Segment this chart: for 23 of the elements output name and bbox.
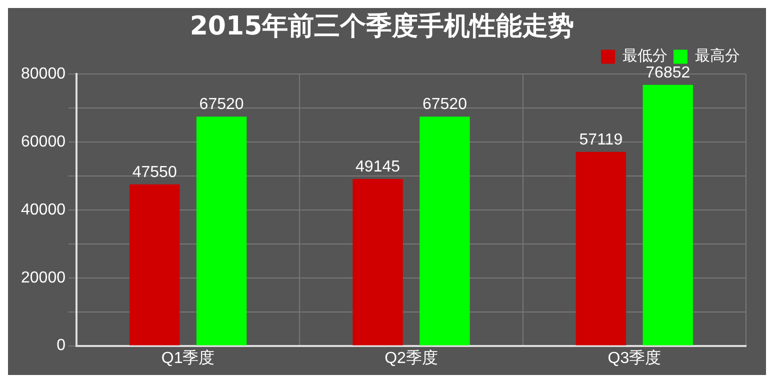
- bar: [196, 116, 247, 346]
- data-label: 47550: [132, 164, 177, 181]
- chart-title: 2015年前三个季度手机性能走势: [190, 11, 574, 42]
- data-label: 76852: [646, 64, 690, 82]
- bar: [642, 84, 693, 346]
- data-label: 49145: [356, 158, 400, 176]
- y-tick-label: 0: [56, 337, 66, 354]
- legend-label: 最低分: [622, 46, 668, 65]
- bar: [352, 178, 403, 346]
- legend-label: 最高分: [695, 46, 740, 65]
- y-tick-label: 60000: [20, 134, 66, 151]
- x-tick-label: Q2季度: [384, 348, 438, 367]
- bar: [576, 152, 626, 346]
- y-tick-label: 80000: [20, 66, 66, 83]
- data-label: 67520: [199, 96, 244, 113]
- y-tick-label: 20000: [20, 269, 66, 286]
- data-label: 57119: [579, 131, 623, 148]
- x-tick-label: Q3季度: [608, 348, 662, 367]
- data-label: 67520: [422, 96, 468, 113]
- x-tick-label: Q1季度: [161, 348, 215, 367]
- bar: [420, 116, 470, 346]
- y-tick-label: 40000: [20, 201, 66, 218]
- bar: [129, 184, 180, 346]
